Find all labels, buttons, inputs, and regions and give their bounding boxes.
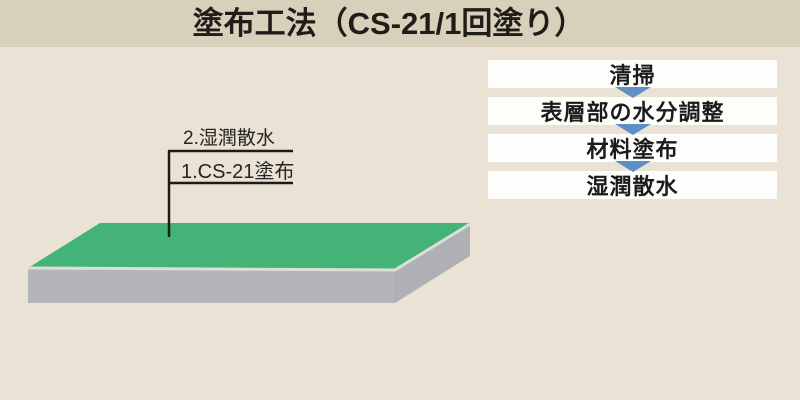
flow-arrow-down-icon [614,124,651,135]
label-wet-sprinkling: 2.湿潤散水 [183,128,275,149]
label-cs21-application: 1.CS-21塗布 [181,161,295,183]
slab-top-face [28,223,470,270]
slab-side-face [395,223,470,303]
flow-arrow-down-icon [614,161,651,172]
process-flowchart: 清掃 表層部の水分調整 材料塗布 湿潤散水 [488,60,777,199]
flow-arrow-down-icon [614,87,651,98]
flow-step-material-application: 材料塗布 [488,134,777,162]
flow-step-moisture-adjustment: 表層部の水分調整 [488,97,777,125]
title-bar: 塗布工法（CS-21/1回塗り） [0,0,800,47]
page-title: 塗布工法（CS-21/1回塗り） [192,6,586,41]
slab-edge-highlight [27,222,471,272]
flow-step-wet-sprinkling: 湿潤散水 [488,171,777,199]
flow-step-cleaning: 清掃 [488,60,777,88]
slab-front-face [28,268,395,303]
